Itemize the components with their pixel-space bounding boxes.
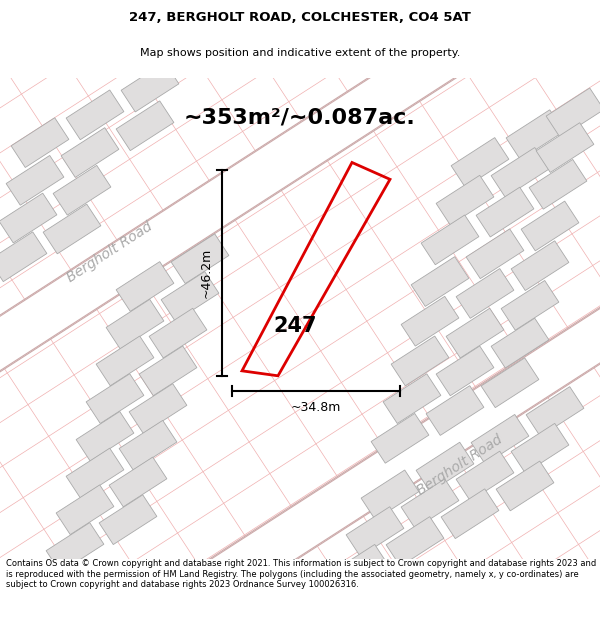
Polygon shape [511,423,569,473]
Polygon shape [61,127,119,177]
Polygon shape [99,495,157,544]
Polygon shape [451,138,509,188]
Polygon shape [0,0,582,536]
Polygon shape [6,156,64,205]
Polygon shape [116,101,174,151]
Polygon shape [506,110,564,159]
Polygon shape [436,175,494,225]
Polygon shape [426,386,484,436]
Polygon shape [86,374,144,424]
Polygon shape [496,461,554,511]
Polygon shape [491,318,549,368]
Polygon shape [471,414,529,464]
Polygon shape [96,336,154,386]
Polygon shape [361,470,419,520]
Polygon shape [416,442,474,492]
Polygon shape [383,374,441,424]
Polygon shape [161,271,219,321]
Polygon shape [331,544,389,594]
Polygon shape [139,346,197,396]
Polygon shape [66,90,124,140]
Polygon shape [441,489,499,539]
Polygon shape [436,346,494,396]
Polygon shape [526,387,584,436]
Polygon shape [149,308,207,358]
Text: Map shows position and indicative extent of the property.: Map shows position and indicative extent… [140,48,460,58]
Polygon shape [546,88,600,138]
Polygon shape [56,485,114,534]
Polygon shape [346,507,404,556]
Polygon shape [481,358,539,408]
Polygon shape [171,234,229,284]
Polygon shape [456,451,514,501]
Polygon shape [0,193,57,243]
Polygon shape [446,308,504,358]
Polygon shape [116,262,174,311]
Polygon shape [421,215,479,265]
Text: Contains OS data © Crown copyright and database right 2021. This information is : Contains OS data © Crown copyright and d… [6,559,596,589]
Text: ~46.2m: ~46.2m [199,248,212,298]
Polygon shape [386,517,444,566]
Text: ~34.8m: ~34.8m [291,401,341,414]
Polygon shape [11,118,69,168]
Polygon shape [0,0,583,537]
Polygon shape [501,281,559,330]
Polygon shape [106,299,164,349]
Polygon shape [129,384,187,433]
Polygon shape [536,122,594,172]
Polygon shape [491,148,549,198]
Text: ~353m²/~0.087ac.: ~353m²/~0.087ac. [184,108,416,128]
Polygon shape [391,336,449,386]
Polygon shape [529,159,587,209]
Polygon shape [401,296,459,346]
Polygon shape [66,448,124,498]
Polygon shape [121,62,179,112]
Polygon shape [119,421,177,470]
Polygon shape [43,204,101,254]
Polygon shape [476,188,534,237]
Polygon shape [109,457,167,507]
Polygon shape [46,522,104,572]
Text: Bergholt Road: Bergholt Road [65,219,155,284]
Polygon shape [411,257,469,306]
Polygon shape [521,201,579,251]
Polygon shape [0,155,600,625]
Polygon shape [76,411,134,461]
Polygon shape [0,232,47,282]
Polygon shape [456,269,514,318]
Polygon shape [0,156,600,625]
Polygon shape [371,414,429,463]
Text: 247, BERGHOLT ROAD, COLCHESTER, CO4 5AT: 247, BERGHOLT ROAD, COLCHESTER, CO4 5AT [129,11,471,24]
Polygon shape [53,166,111,215]
Polygon shape [466,229,524,279]
Text: Bergholt Road: Bergholt Road [415,432,505,498]
Text: 247: 247 [273,316,317,336]
Polygon shape [401,479,459,529]
Polygon shape [511,241,569,291]
